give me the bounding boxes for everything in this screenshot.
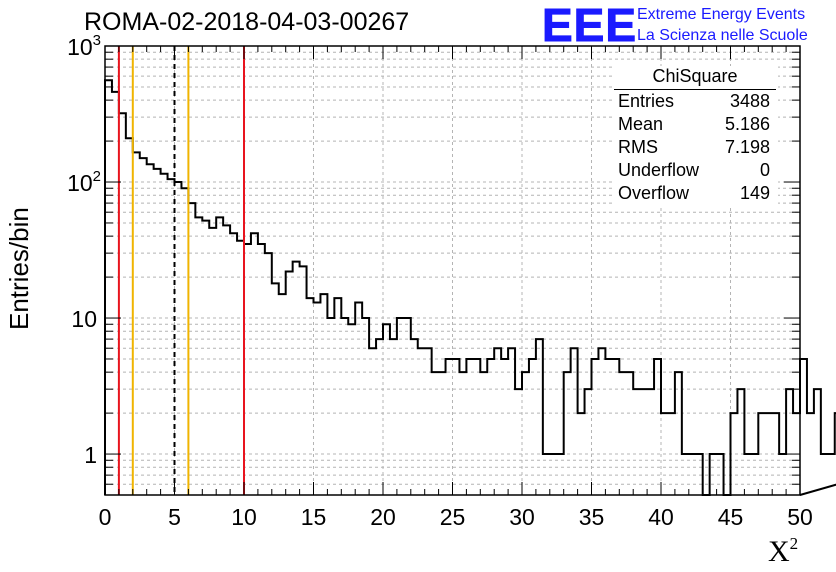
x-tick-label: 10 <box>231 504 257 530</box>
stats-row-underflow: Underflow 0 <box>612 159 778 182</box>
x-axis-label: X2 <box>768 534 798 569</box>
stats-value: 149 <box>739 183 770 203</box>
brand-line-2: La Scienza nelle Scuole <box>637 27 808 44</box>
x-axis-label-base: X <box>768 535 790 568</box>
y-tick-label: 1 <box>84 442 97 468</box>
y-axis-label: Entries/bin <box>4 207 34 330</box>
stats-label: Overflow <box>618 183 690 203</box>
stats-value: 3488 <box>729 91 770 111</box>
stats-row-mean: Mean 5.186 <box>612 113 778 136</box>
chart-title: ROMA-02-2018-04-03-00267 <box>84 8 410 36</box>
stats-row-entries: Entries 3488 <box>612 90 778 113</box>
stats-box: ChiSquare Entries 3488 Mean 5.186 RMS 7.… <box>612 66 778 205</box>
y-tick-label: 10 <box>71 306 97 332</box>
stats-label: Mean <box>618 114 664 134</box>
x-tick-label: 50 <box>787 504 813 530</box>
x-tick-label: 45 <box>718 504 744 530</box>
y-tick-label: 103 <box>67 32 101 60</box>
x-tick-label: 0 <box>99 504 112 530</box>
x-tick-label: 20 <box>370 504 396 530</box>
x-tick-label: 35 <box>579 504 605 530</box>
eee-logo: EEE <box>541 0 638 51</box>
stats-row-overflow: Overflow 149 <box>612 182 778 205</box>
x-axis-label-sup: 2 <box>789 534 799 553</box>
stats-value: 0 <box>759 160 770 180</box>
brand-line-1: Extreme Energy Events <box>637 6 806 23</box>
y-tick-label: 102 <box>67 168 101 196</box>
x-tick-label: 5 <box>168 504 181 530</box>
x-tick-label: 30 <box>509 504 535 530</box>
stats-label: Underflow <box>618 160 700 180</box>
x-tick-label: 15 <box>301 504 327 530</box>
stats-label: Entries <box>618 91 675 111</box>
stats-value: 7.198 <box>724 137 770 157</box>
x-tick-label: 25 <box>440 504 466 530</box>
stats-label: RMS <box>618 137 658 157</box>
stats-title: ChiSquare <box>614 66 776 90</box>
stats-value: 5.186 <box>724 114 770 134</box>
x-tick-label: 40 <box>648 504 674 530</box>
stats-row-rms: RMS 7.198 <box>612 136 778 159</box>
